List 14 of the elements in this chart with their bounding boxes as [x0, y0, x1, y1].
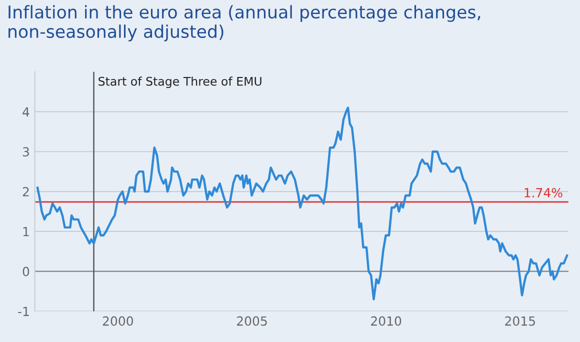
- x-tick-label: 2015: [505, 316, 535, 326]
- x-tick-label: 2000: [102, 316, 133, 326]
- chart-title: Inflation in the euro area (annual percentage changes, non-seasonally adjusted): [8, 5, 480, 42]
- y-tick-label: 0: [22, 266, 30, 276]
- ref-line-label: Start of Stage Three of EMU: [98, 76, 262, 88]
- y-tick-label: 2: [22, 186, 29, 196]
- ref-line-label: 1.74%: [524, 188, 562, 198]
- y-tick-label: 1: [23, 227, 29, 236]
- x-tick-label: 2005: [237, 316, 267, 326]
- line-series: [36, 106, 568, 300]
- x-tick-label: 2010: [371, 316, 402, 326]
- y-tick-label: -1: [18, 306, 29, 316]
- y-tick-label: 4: [22, 107, 30, 116]
- y-tick-label: 3: [22, 147, 29, 157]
